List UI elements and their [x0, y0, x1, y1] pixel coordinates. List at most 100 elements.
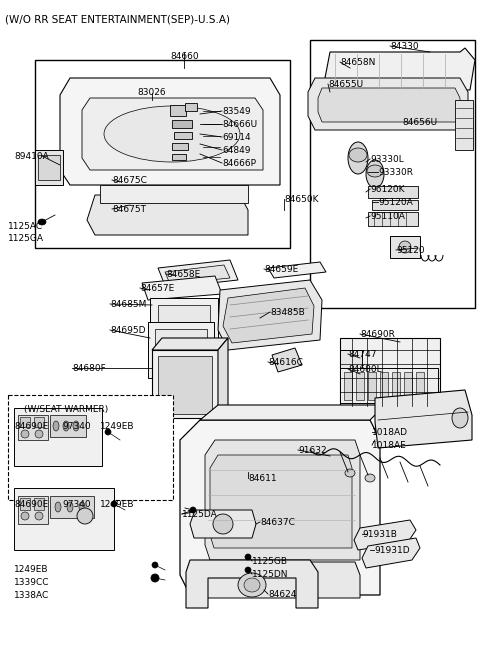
- Bar: [455, 100, 473, 150]
- Ellipse shape: [245, 554, 251, 560]
- Text: 84659E: 84659E: [264, 265, 298, 274]
- Bar: [20, 417, 30, 427]
- Bar: [372, 200, 418, 210]
- Text: 84657E: 84657E: [140, 284, 174, 293]
- Ellipse shape: [111, 501, 117, 507]
- Text: 1249EB: 1249EB: [14, 565, 48, 574]
- Text: 84680L: 84680L: [348, 365, 382, 374]
- Ellipse shape: [55, 502, 61, 512]
- Bar: [38, 155, 60, 180]
- Text: 93330R: 93330R: [378, 168, 413, 177]
- Bar: [172, 120, 192, 128]
- Text: 84655U: 84655U: [328, 80, 363, 89]
- Ellipse shape: [73, 421, 79, 431]
- Polygon shape: [272, 348, 302, 372]
- Polygon shape: [60, 78, 280, 185]
- Text: 1125GA: 1125GA: [8, 234, 44, 243]
- Ellipse shape: [21, 512, 29, 520]
- Ellipse shape: [348, 142, 368, 174]
- Polygon shape: [158, 260, 238, 288]
- Polygon shape: [223, 288, 314, 343]
- Bar: [404, 372, 412, 400]
- Bar: [18, 496, 48, 524]
- Bar: [390, 236, 420, 258]
- Ellipse shape: [367, 165, 383, 177]
- Bar: [185, 103, 197, 111]
- Polygon shape: [190, 510, 256, 538]
- Text: 91931D: 91931D: [374, 546, 409, 555]
- Bar: [155, 329, 207, 371]
- Ellipse shape: [63, 421, 69, 431]
- Text: 84690R: 84690R: [360, 330, 395, 339]
- Polygon shape: [82, 98, 263, 170]
- Text: (W/SEAT WARMER): (W/SEAT WARMER): [24, 405, 108, 414]
- Bar: [344, 372, 352, 400]
- Bar: [148, 322, 214, 378]
- Polygon shape: [340, 350, 362, 374]
- Bar: [20, 498, 30, 510]
- Bar: [158, 305, 210, 349]
- Polygon shape: [325, 48, 475, 90]
- Bar: [100, 185, 248, 203]
- Text: 84650K: 84650K: [284, 195, 319, 204]
- Bar: [34, 498, 44, 510]
- Bar: [50, 415, 86, 437]
- Ellipse shape: [366, 160, 384, 188]
- Bar: [356, 372, 364, 400]
- Text: 84616C: 84616C: [268, 358, 303, 367]
- Text: 84656U: 84656U: [402, 118, 437, 127]
- Text: 1125DA: 1125DA: [182, 510, 218, 519]
- Polygon shape: [218, 280, 322, 350]
- Text: 95120: 95120: [396, 246, 425, 255]
- Bar: [172, 143, 188, 150]
- Bar: [172, 154, 186, 160]
- Text: 84690E: 84690E: [14, 422, 48, 431]
- Text: 95110A: 95110A: [370, 212, 405, 221]
- Polygon shape: [318, 88, 460, 122]
- Text: 1249EB: 1249EB: [100, 500, 134, 509]
- Ellipse shape: [53, 421, 59, 431]
- Ellipse shape: [213, 514, 233, 534]
- Ellipse shape: [399, 241, 411, 253]
- Polygon shape: [210, 455, 352, 548]
- Polygon shape: [200, 405, 385, 420]
- Text: 69114: 69114: [222, 133, 251, 142]
- Ellipse shape: [349, 148, 367, 162]
- Text: 84666P: 84666P: [222, 159, 256, 168]
- Ellipse shape: [105, 429, 111, 435]
- Ellipse shape: [190, 507, 196, 513]
- Text: 95120A: 95120A: [378, 198, 413, 207]
- Ellipse shape: [152, 562, 158, 568]
- Bar: [368, 186, 418, 198]
- Ellipse shape: [21, 430, 29, 438]
- Text: 64849: 64849: [222, 146, 251, 155]
- Text: 84690E: 84690E: [14, 500, 48, 509]
- Text: 84330: 84330: [390, 42, 419, 51]
- Bar: [340, 368, 438, 403]
- Polygon shape: [152, 350, 218, 418]
- Text: 84680F: 84680F: [72, 364, 106, 373]
- Text: 1125GB: 1125GB: [252, 557, 288, 566]
- Bar: [170, 105, 186, 116]
- Text: 1249EB: 1249EB: [100, 422, 134, 431]
- Polygon shape: [200, 562, 360, 598]
- Ellipse shape: [245, 567, 251, 573]
- Bar: [34, 417, 44, 427]
- Text: 1125AC: 1125AC: [8, 222, 43, 231]
- Text: 84695D: 84695D: [110, 326, 145, 335]
- Ellipse shape: [67, 502, 73, 512]
- Polygon shape: [268, 262, 326, 278]
- Bar: [150, 298, 218, 356]
- Ellipse shape: [104, 106, 240, 162]
- Text: 84637C: 84637C: [260, 518, 295, 527]
- Ellipse shape: [345, 469, 355, 477]
- Polygon shape: [308, 78, 468, 130]
- Text: 84675T: 84675T: [112, 205, 146, 214]
- Ellipse shape: [38, 219, 46, 225]
- Text: 84611: 84611: [248, 474, 276, 483]
- Text: 1339CC: 1339CC: [14, 578, 49, 587]
- Polygon shape: [205, 440, 360, 560]
- Ellipse shape: [35, 512, 43, 520]
- Polygon shape: [87, 195, 248, 235]
- Ellipse shape: [77, 508, 93, 524]
